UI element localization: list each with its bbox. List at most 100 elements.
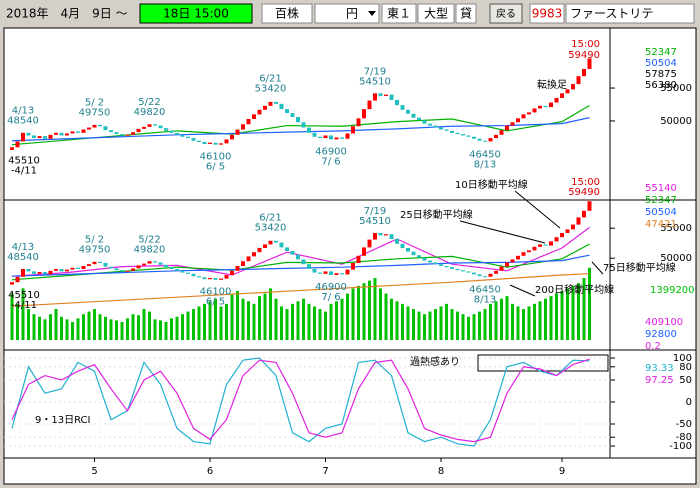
volume-bar bbox=[417, 311, 421, 340]
candle bbox=[560, 93, 564, 98]
candle bbox=[356, 255, 361, 263]
candle bbox=[384, 94, 388, 96]
volume-bar bbox=[214, 298, 217, 340]
candle bbox=[219, 143, 223, 145]
dropdown-arrow bbox=[368, 11, 376, 16]
volume-bar bbox=[126, 318, 129, 340]
low-value: 46450 bbox=[469, 285, 501, 296]
ma-label: 200日移動平均線 bbox=[535, 283, 614, 296]
candle bbox=[125, 270, 130, 272]
candle bbox=[59, 269, 64, 272]
ma-label: 10日移動平均線 bbox=[455, 178, 528, 191]
high-date: 6/21 bbox=[259, 73, 281, 84]
candle bbox=[197, 140, 201, 143]
volume-bar bbox=[164, 321, 168, 340]
candle bbox=[175, 132, 179, 135]
y-tick-label: 0 bbox=[686, 397, 692, 408]
candle bbox=[373, 93, 377, 101]
ma-line bbox=[11, 273, 590, 307]
candle bbox=[87, 127, 91, 130]
candle bbox=[472, 272, 476, 275]
volume-bar bbox=[406, 306, 410, 340]
candle bbox=[565, 229, 570, 233]
back-button[interactable] bbox=[489, 3, 523, 24]
candle bbox=[230, 134, 234, 140]
volume-bar bbox=[170, 318, 173, 340]
volume-bar bbox=[489, 303, 492, 340]
candle bbox=[560, 233, 564, 238]
high-value: 48540 bbox=[7, 252, 39, 263]
candle bbox=[510, 122, 515, 126]
overheat-box bbox=[477, 354, 609, 372]
candle bbox=[483, 276, 487, 278]
candle bbox=[532, 108, 537, 113]
y-tick-label: 55000 bbox=[660, 223, 692, 234]
candle bbox=[120, 270, 124, 272]
candle bbox=[549, 102, 553, 108]
candle bbox=[241, 124, 245, 130]
ma-line bbox=[11, 243, 590, 281]
volume-bar bbox=[49, 314, 52, 340]
candle bbox=[153, 124, 157, 126]
last-price: 59490 bbox=[568, 50, 600, 61]
candle bbox=[131, 268, 135, 271]
volume-bar bbox=[560, 290, 564, 340]
candle bbox=[175, 269, 179, 271]
volume-bar bbox=[329, 303, 333, 340]
candle bbox=[92, 261, 97, 265]
candle bbox=[65, 269, 69, 272]
candle bbox=[301, 259, 306, 265]
volume-bar bbox=[450, 309, 454, 340]
x-tick-label: 9 bbox=[559, 466, 565, 477]
candle bbox=[351, 126, 355, 134]
candle bbox=[257, 109, 262, 115]
volume-bar bbox=[280, 306, 283, 340]
volume-bar bbox=[153, 319, 157, 340]
candle bbox=[268, 101, 273, 106]
volume-bar bbox=[269, 288, 272, 340]
candle bbox=[279, 242, 284, 248]
unit-box[interactable] bbox=[261, 3, 313, 24]
candle bbox=[180, 270, 185, 273]
candle bbox=[576, 76, 581, 85]
volume-bar bbox=[384, 293, 388, 340]
candle bbox=[131, 132, 135, 135]
volume-bar bbox=[555, 293, 558, 340]
volume-bar bbox=[302, 298, 305, 340]
candle bbox=[81, 266, 86, 269]
candle bbox=[543, 244, 548, 246]
volume-bar bbox=[467, 316, 470, 340]
volume-bar bbox=[32, 314, 36, 340]
volume-bar bbox=[203, 303, 206, 340]
candle bbox=[114, 132, 119, 135]
ma-value: 47421 bbox=[645, 219, 677, 230]
lending-box bbox=[455, 3, 477, 24]
volume-bar bbox=[93, 309, 96, 340]
high-date: 4/13 bbox=[12, 106, 34, 117]
candle bbox=[439, 264, 443, 266]
code-box[interactable] bbox=[529, 3, 565, 24]
candle bbox=[494, 270, 498, 274]
volume-bar bbox=[285, 309, 289, 340]
y-tick-label: 50000 bbox=[660, 116, 692, 127]
candle bbox=[488, 273, 493, 277]
volume-bar bbox=[181, 314, 184, 340]
volume-bar bbox=[192, 309, 195, 340]
candle bbox=[257, 248, 262, 253]
size-box bbox=[417, 3, 455, 24]
candle bbox=[191, 273, 196, 277]
name-label: ファーストリテ bbox=[570, 7, 653, 21]
candle bbox=[290, 251, 295, 255]
candle bbox=[395, 99, 399, 106]
volume-bar bbox=[21, 288, 25, 340]
candle bbox=[197, 276, 201, 278]
currency-select[interactable] bbox=[314, 3, 380, 24]
candle bbox=[494, 134, 498, 139]
candle bbox=[186, 136, 190, 139]
candle bbox=[59, 132, 64, 136]
candle bbox=[538, 105, 542, 109]
candle bbox=[290, 113, 295, 118]
candle bbox=[582, 68, 586, 77]
candle bbox=[312, 132, 317, 137]
volume-bar bbox=[456, 311, 459, 340]
